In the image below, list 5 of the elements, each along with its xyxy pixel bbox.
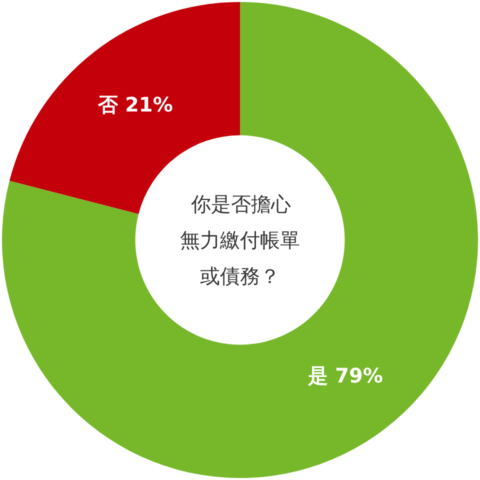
text: 或債務？ bbox=[200, 264, 280, 288]
text: 無力繳付帳單 bbox=[180, 228, 300, 252]
slice-label: 否 21% bbox=[97, 92, 173, 117]
slice-label: 是 79% bbox=[307, 363, 383, 388]
text: 你是否擔心 bbox=[190, 192, 291, 216]
